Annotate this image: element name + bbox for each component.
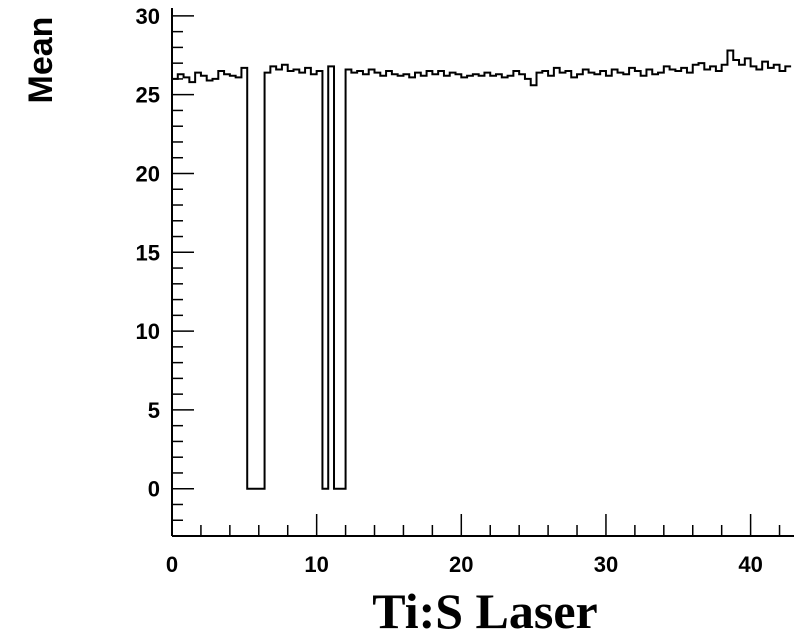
plot-frame [171, 8, 794, 537]
x-axis: 0 10 20 30 40 [166, 514, 781, 577]
y-tick-label: 30 [136, 4, 160, 29]
y-axis: 0 5 10 15 20 25 30 [136, 4, 194, 521]
x-tick-label: 0 [166, 552, 178, 577]
y-tick-label: 5 [148, 398, 160, 423]
x-tick-label: 20 [449, 552, 473, 577]
y-tick-label: 20 [136, 161, 160, 186]
y-tick-label: 10 [136, 319, 160, 344]
y-tick-label: 15 [136, 240, 160, 265]
y-axis-label: Mean [22, 17, 60, 104]
histogram-series-line [172, 49, 792, 490]
y-tick-label: 0 [148, 477, 160, 502]
x-axis-label: Ti:S Laser [372, 583, 598, 638]
x-tick-label: 10 [304, 552, 328, 577]
x-tick-label: 40 [738, 552, 762, 577]
x-tick-label: 30 [594, 552, 618, 577]
y-tick-label: 25 [136, 83, 160, 108]
